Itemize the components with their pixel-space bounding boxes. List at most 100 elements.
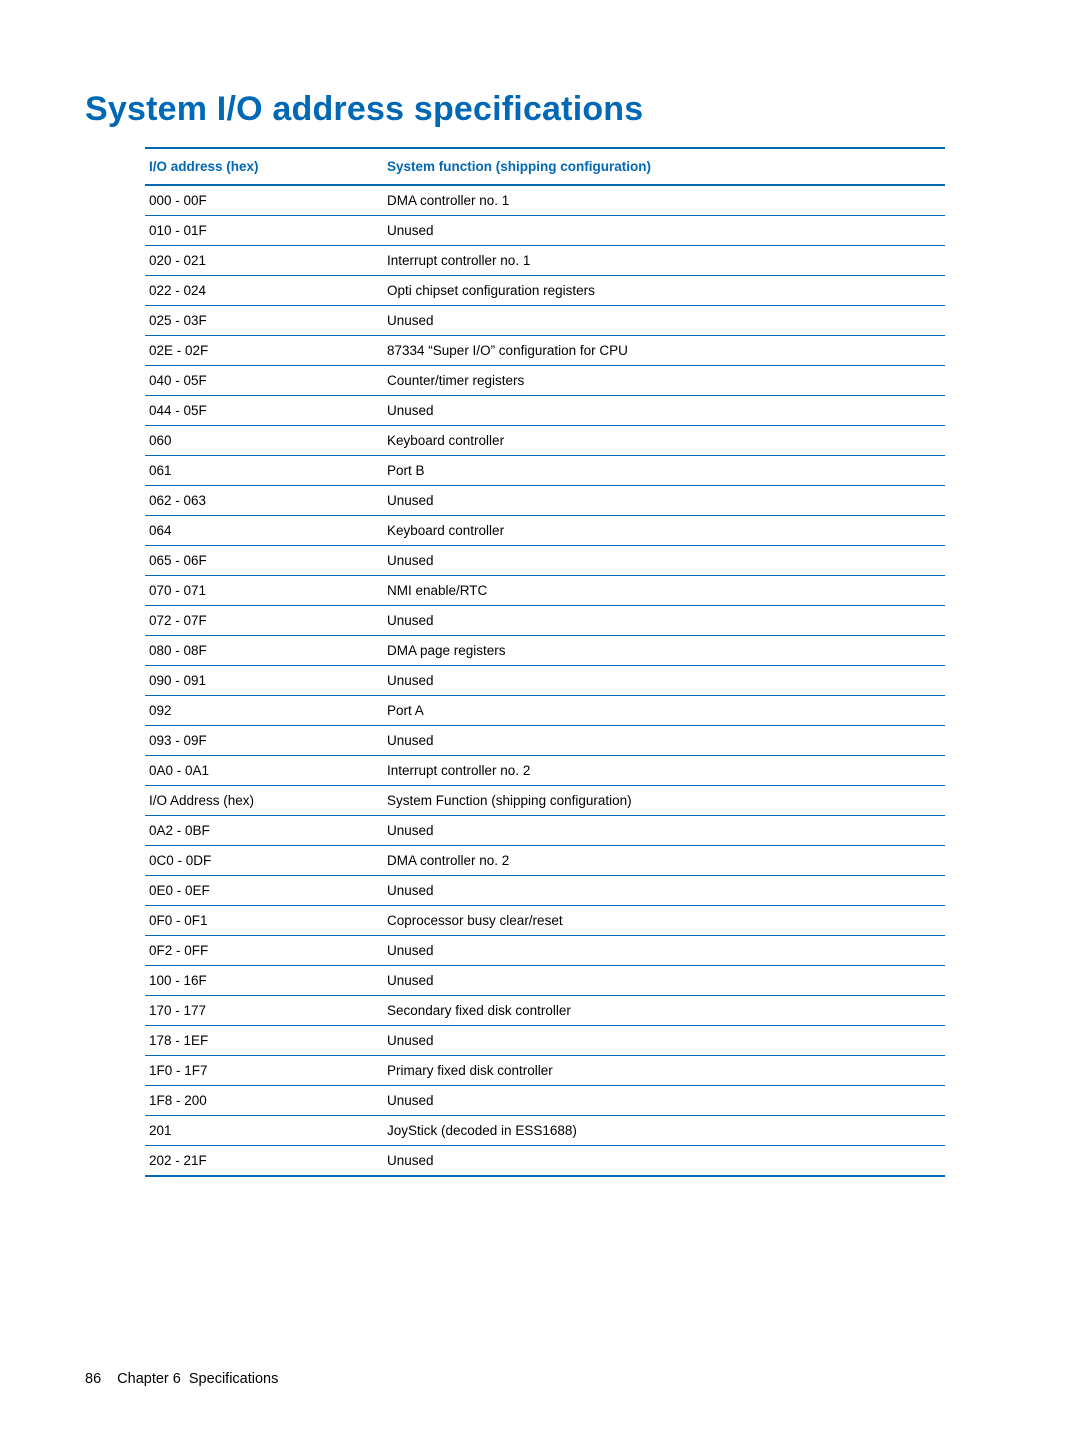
cell-system-function: Port A	[383, 696, 945, 726]
cell-system-function: Counter/timer registers	[383, 366, 945, 396]
table-row: 060Keyboard controller	[145, 426, 945, 456]
cell-io-address: 062 - 063	[145, 486, 383, 516]
table-header-row: I/O address (hex) System function (shipp…	[145, 148, 945, 185]
cell-system-function: System Function (shipping configuration)	[383, 786, 945, 816]
cell-io-address: 201	[145, 1116, 383, 1146]
cell-system-function: Primary fixed disk controller	[383, 1056, 945, 1086]
cell-io-address: 178 - 1EF	[145, 1026, 383, 1056]
cell-io-address: 025 - 03F	[145, 306, 383, 336]
cell-system-function: Keyboard controller	[383, 516, 945, 546]
table-row: 178 - 1EFUnused	[145, 1026, 945, 1056]
cell-system-function: 87334 “Super I/O” configuration for CPU	[383, 336, 945, 366]
table-row: 010 - 01FUnused	[145, 216, 945, 246]
cell-system-function: Unused	[383, 816, 945, 846]
cell-system-function: Unused	[383, 1026, 945, 1056]
cell-system-function: Unused	[383, 606, 945, 636]
footer-chapter-title: Specifications	[189, 1371, 278, 1387]
table-row: 0A2 - 0BFUnused	[145, 816, 945, 846]
cell-io-address: 060	[145, 426, 383, 456]
cell-io-address: 040 - 05F	[145, 366, 383, 396]
cell-io-address: 0C0 - 0DF	[145, 846, 383, 876]
table-row: 0A0 - 0A1Interrupt controller no. 2	[145, 756, 945, 786]
cell-io-address: 000 - 00F	[145, 185, 383, 216]
cell-system-function: Unused	[383, 546, 945, 576]
page-footer: 86 Chapter 6 Specifications	[85, 1371, 278, 1387]
cell-system-function: Unused	[383, 306, 945, 336]
table-row: I/O Address (hex)System Function (shippi…	[145, 786, 945, 816]
cell-io-address: 061	[145, 456, 383, 486]
cell-system-function: Coprocessor busy clear/reset	[383, 906, 945, 936]
table-row: 020 - 021Interrupt controller no. 1	[145, 246, 945, 276]
table-row: 000 - 00FDMA controller no. 1	[145, 185, 945, 216]
io-address-table: I/O address (hex) System function (shipp…	[145, 147, 945, 1177]
cell-io-address: 092	[145, 696, 383, 726]
table-row: 02E - 02F87334 “Super I/O” configuration…	[145, 336, 945, 366]
cell-io-address: 02E - 02F	[145, 336, 383, 366]
cell-io-address: 044 - 05F	[145, 396, 383, 426]
cell-system-function: Secondary fixed disk controller	[383, 996, 945, 1026]
table-row: 170 - 177Secondary fixed disk controller	[145, 996, 945, 1026]
cell-io-address: 064	[145, 516, 383, 546]
cell-io-address: 0E0 - 0EF	[145, 876, 383, 906]
table-row: 093 - 09FUnused	[145, 726, 945, 756]
table-row: 025 - 03FUnused	[145, 306, 945, 336]
cell-system-function: Unused	[383, 1086, 945, 1116]
cell-system-function: DMA controller no. 2	[383, 846, 945, 876]
cell-io-address: 0A2 - 0BF	[145, 816, 383, 846]
cell-system-function: Unused	[383, 666, 945, 696]
cell-system-function: Unused	[383, 1146, 945, 1177]
table-row: 080 - 08FDMA page registers	[145, 636, 945, 666]
cell-io-address: 1F0 - 1F7	[145, 1056, 383, 1086]
cell-io-address: 0A0 - 0A1	[145, 756, 383, 786]
document-page: System I/O address specifications I/O ad…	[0, 0, 1080, 1437]
cell-system-function: Keyboard controller	[383, 426, 945, 456]
header-io-address: I/O address (hex)	[145, 148, 383, 185]
table-row: 040 - 05FCounter/timer registers	[145, 366, 945, 396]
cell-system-function: Unused	[383, 966, 945, 996]
cell-io-address: 065 - 06F	[145, 546, 383, 576]
table-row: 044 - 05FUnused	[145, 396, 945, 426]
table-row: 064Keyboard controller	[145, 516, 945, 546]
cell-io-address: 202 - 21F	[145, 1146, 383, 1177]
table-row: 072 - 07FUnused	[145, 606, 945, 636]
cell-system-function: Unused	[383, 486, 945, 516]
table-row: 0F2 - 0FFUnused	[145, 936, 945, 966]
cell-system-function: Unused	[383, 216, 945, 246]
footer-chapter-label: Chapter 6	[117, 1371, 181, 1387]
cell-io-address: 020 - 021	[145, 246, 383, 276]
cell-io-address: 090 - 091	[145, 666, 383, 696]
table-row: 062 - 063Unused	[145, 486, 945, 516]
cell-io-address: 100 - 16F	[145, 966, 383, 996]
cell-io-address: 170 - 177	[145, 996, 383, 1026]
cell-system-function: Unused	[383, 396, 945, 426]
table-row: 065 - 06FUnused	[145, 546, 945, 576]
cell-system-function: Unused	[383, 726, 945, 756]
table-row: 0E0 - 0EFUnused	[145, 876, 945, 906]
cell-io-address: 022 - 024	[145, 276, 383, 306]
table-row: 100 - 16FUnused	[145, 966, 945, 996]
cell-io-address: 070 - 071	[145, 576, 383, 606]
page-title: System I/O address specifications	[85, 90, 995, 129]
cell-io-address: 010 - 01F	[145, 216, 383, 246]
cell-system-function: Unused	[383, 876, 945, 906]
cell-system-function: Interrupt controller no. 1	[383, 246, 945, 276]
table-row: 1F8 - 200Unused	[145, 1086, 945, 1116]
cell-io-address: 080 - 08F	[145, 636, 383, 666]
cell-io-address: 0F0 - 0F1	[145, 906, 383, 936]
table-row: 0F0 - 0F1Coprocessor busy clear/reset	[145, 906, 945, 936]
table-row: 1F0 - 1F7Primary fixed disk controller	[145, 1056, 945, 1086]
table-row: 092Port A	[145, 696, 945, 726]
cell-system-function: JoyStick (decoded in ESS1688)	[383, 1116, 945, 1146]
cell-system-function: DMA controller no. 1	[383, 185, 945, 216]
table-row: 070 - 071NMI enable/RTC	[145, 576, 945, 606]
cell-system-function: Opti chipset configuration registers	[383, 276, 945, 306]
cell-system-function: Unused	[383, 936, 945, 966]
cell-system-function: DMA page registers	[383, 636, 945, 666]
cell-io-address: 093 - 09F	[145, 726, 383, 756]
cell-io-address: 072 - 07F	[145, 606, 383, 636]
header-system-function: System function (shipping configuration)	[383, 148, 945, 185]
cell-system-function: Port B	[383, 456, 945, 486]
cell-io-address: I/O Address (hex)	[145, 786, 383, 816]
table-row: 201JoyStick (decoded in ESS1688)	[145, 1116, 945, 1146]
footer-page-number: 86	[85, 1371, 101, 1387]
